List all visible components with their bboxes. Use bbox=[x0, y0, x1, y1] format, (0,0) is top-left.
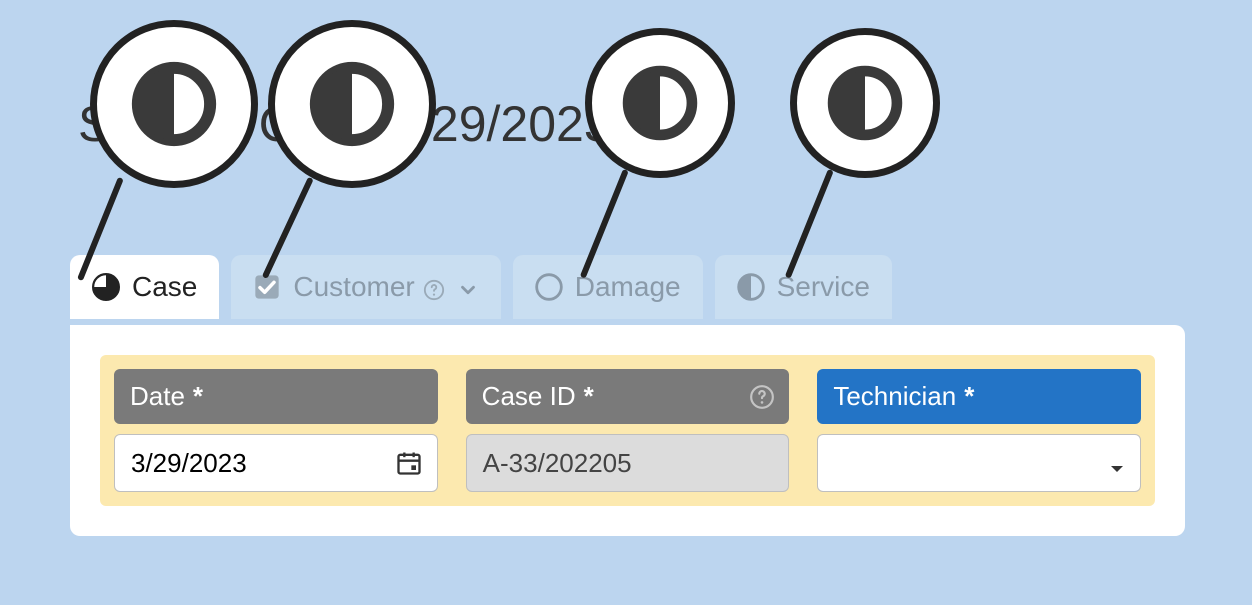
required-asterisk: * bbox=[964, 381, 974, 412]
tab-label: Case bbox=[132, 271, 197, 303]
tab-customer[interactable]: Customer bbox=[231, 255, 500, 319]
required-asterisk: * bbox=[584, 381, 594, 412]
date-input-text[interactable] bbox=[131, 448, 421, 479]
field-label-case-id: Case ID * bbox=[466, 369, 790, 424]
label-text: Case ID bbox=[482, 381, 576, 412]
case-id-value: A-33/202205 bbox=[466, 434, 790, 492]
status-empty-icon bbox=[535, 273, 563, 301]
status-three-quarter-icon bbox=[92, 273, 120, 301]
half-circle-icon bbox=[827, 65, 903, 141]
field-technician: Technician * bbox=[817, 369, 1141, 492]
field-label-technician: Technician * bbox=[817, 369, 1141, 424]
tab-service[interactable]: Service bbox=[715, 255, 892, 319]
tab-label: Customer bbox=[293, 271, 414, 303]
tab-damage[interactable]: Damage bbox=[513, 255, 703, 319]
status-half-icon bbox=[737, 273, 765, 301]
required-asterisk: * bbox=[193, 381, 203, 412]
case-panel: Date * Case ID * A-33/202205 bbox=[70, 325, 1185, 536]
tab-case[interactable]: Case bbox=[70, 255, 219, 319]
half-circle-icon bbox=[622, 65, 698, 141]
page-title: Service Case 3/29/2023 bbox=[78, 95, 612, 153]
tab-label: Service bbox=[777, 271, 870, 303]
field-date: Date * bbox=[114, 369, 438, 492]
calendar-icon[interactable] bbox=[395, 449, 423, 477]
label-text: Technician bbox=[833, 381, 956, 412]
case-id-text: A-33/202205 bbox=[483, 448, 632, 479]
field-case-id: Case ID * A-33/202205 bbox=[466, 369, 790, 492]
tab-label: Damage bbox=[575, 271, 681, 303]
label-text: Date bbox=[130, 381, 185, 412]
checkbox-checked-icon bbox=[253, 273, 281, 301]
required-field-row: Date * Case ID * A-33/202205 bbox=[100, 355, 1155, 506]
technician-select[interactable] bbox=[817, 434, 1141, 492]
date-input[interactable] bbox=[114, 434, 438, 492]
help-icon bbox=[423, 276, 445, 298]
tab-strip: Case Customer Damage Service bbox=[70, 255, 892, 319]
caret-down-icon bbox=[1108, 454, 1126, 472]
field-label-date: Date * bbox=[114, 369, 438, 424]
help-icon[interactable] bbox=[749, 384, 775, 410]
chevron-down-icon bbox=[457, 276, 479, 298]
